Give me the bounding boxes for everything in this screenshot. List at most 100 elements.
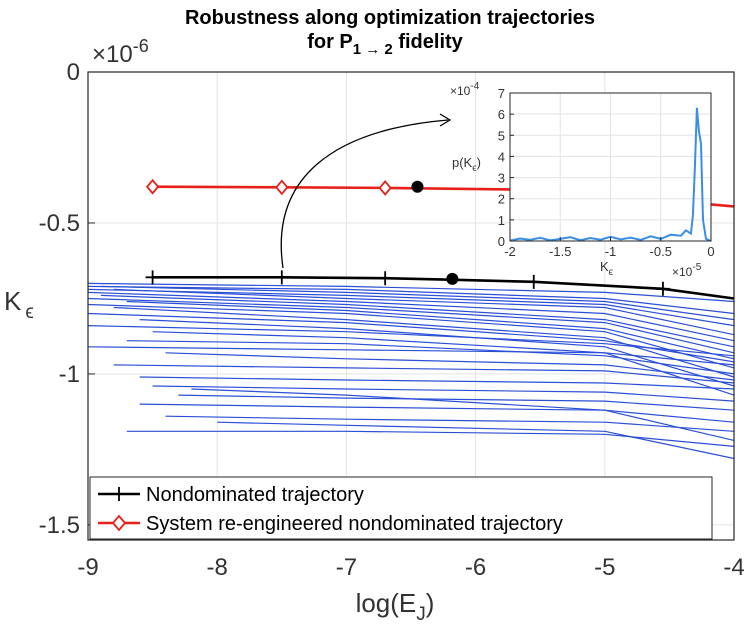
- inset-y-multiplier: ×10-4: [450, 81, 480, 98]
- plot-frame: [87, 71, 735, 541]
- blue-trajectory-25: [191, 388, 735, 441]
- blue-trajectory-18: [113, 364, 735, 384]
- series-1-marker-0: [145, 178, 160, 195]
- inset-x-multiplier-base: ×10: [672, 265, 693, 279]
- ytick-label-0: 0: [67, 59, 80, 86]
- inset-ticks: -2 -1.5 -1 -0.5 0 0 1 2 3 4 5 6 7: [498, 86, 715, 259]
- legend-marker-plus: [112, 487, 126, 501]
- chart-title-suffix: fidelity: [393, 31, 464, 53]
- blue-trajectory-11: [87, 312, 735, 363]
- blue-trajectory-24: [126, 430, 735, 447]
- highlight-point-0: [411, 180, 424, 193]
- chart-title-line2: for P1 → 2 fidelity: [307, 31, 463, 58]
- inset-ytick-label-6: 6: [498, 107, 505, 122]
- legend-entry-reengineered: System re-engineered nondominated trajec…: [98, 513, 563, 535]
- main-ticks: -9 -8 -7 -6 -5 -4 0 -0.5 -1 -1.5: [39, 59, 745, 581]
- xtick-label-4: -5: [594, 554, 615, 581]
- x-axis-label-sub: J: [416, 604, 426, 625]
- inset-ytick-label-0: 0: [498, 234, 505, 249]
- x-axis-label-close: ): [426, 588, 435, 618]
- ytick-label-3: -1.5: [39, 512, 80, 539]
- blue-trajectory-5: [87, 291, 735, 342]
- xtick-label-0: -9: [77, 554, 98, 581]
- inset-y-label: p(Kϵ): [452, 155, 481, 174]
- inset-y-label-base: p(K: [452, 155, 473, 170]
- ytick-label-2: -1: [59, 361, 80, 388]
- blue-trajectory-1: [87, 285, 735, 315]
- ytick-label-1: -0.5: [39, 210, 80, 237]
- xtick-label-5: -4: [723, 554, 744, 581]
- inset-ytick-label-1: 1: [498, 213, 505, 228]
- series-1-marker-2: [378, 180, 392, 196]
- inset-callout-arrow: [280, 113, 452, 269]
- blue-trajectory-22: [139, 403, 735, 423]
- arrow-head: [439, 113, 452, 127]
- y-axis-label-base: K: [4, 286, 22, 316]
- x-axis-label-base: log(E: [356, 588, 417, 618]
- inset-x-label: Kϵ: [600, 259, 614, 278]
- blue-trajectory-23: [165, 415, 735, 432]
- series-0-marker-0: [145, 270, 160, 285]
- blue-trajectories: [87, 282, 735, 460]
- xtick-label-2: -7: [336, 554, 357, 581]
- legend-entry-nondominated: Nondominated trajectory: [98, 484, 364, 506]
- series-0-marker-3: [526, 274, 541, 289]
- legend-box: [89, 476, 713, 540]
- series-0-marker-4: [655, 281, 670, 296]
- inset-y-multiplier-base: ×10: [450, 84, 471, 98]
- inset-xtick-label-0: -2: [504, 244, 516, 259]
- inset-ytick-label-4: 4: [498, 149, 505, 164]
- inset-y-multiplier-exp: -4: [470, 81, 479, 92]
- series-0-marker-1: [274, 270, 289, 285]
- blue-trajectory-10: [113, 306, 735, 378]
- blue-trajectory-26: [217, 421, 735, 460]
- xtick-label-1: -8: [207, 554, 228, 581]
- inset-series-line-0: [509, 107, 712, 242]
- blue-trajectory-13: [87, 325, 735, 357]
- blue-trajectory-0: [87, 282, 735, 303]
- highlight-point-1: [446, 272, 459, 285]
- blue-trajectory-3: [87, 288, 735, 327]
- inset-xtick-label-2: -1: [605, 244, 617, 259]
- legend: Nondominated trajectory System re-engine…: [89, 476, 713, 540]
- chart-title-line1: Robustness along optimization trajectori…: [185, 7, 595, 29]
- inset-y-label-sub: ϵ: [472, 163, 477, 174]
- legend-label-nondominated: Nondominated trajectory: [146, 484, 364, 506]
- inset-y-label-close: ): [477, 155, 481, 170]
- blue-trajectory-14: [152, 331, 735, 396]
- inset-xtick-label-3: -0.5: [650, 244, 672, 259]
- x-axis-label: log(EJ): [356, 588, 435, 625]
- inset-x-label-sub: ϵ: [609, 267, 614, 278]
- chart-title-subscript: 1 → 2: [353, 41, 393, 58]
- legend-label-reengineered: System re-engineered nondominated trajec…: [146, 513, 563, 535]
- inset-xtick-label-1: -1.5: [549, 244, 571, 259]
- inset-ytick-label-2: 2: [498, 192, 505, 207]
- blue-trajectory-4: [113, 288, 735, 336]
- inset-x-multiplier-exp: -5: [692, 262, 701, 273]
- y-multiplier-exp: -6: [133, 36, 149, 56]
- y-multiplier-base: ×10: [92, 41, 133, 68]
- legend-marker-diamond: [111, 514, 127, 532]
- y-multiplier: ×10-6: [92, 36, 149, 68]
- xtick-label-3: -6: [465, 554, 486, 581]
- blue-trajectory-16: [126, 340, 735, 375]
- inset-ytick-label-5: 5: [498, 128, 505, 143]
- y-axis-label-sub: ϵ: [25, 302, 33, 323]
- blue-trajectory-2: [100, 285, 735, 321]
- inset-ytick-label-3: 3: [498, 171, 505, 186]
- series-1-marker-1: [275, 179, 289, 196]
- blue-trajectory-15: [87, 346, 735, 366]
- inset-x-multiplier: ×10-5: [672, 262, 702, 279]
- blue-trajectory-21: [178, 394, 735, 411]
- blue-trajectory-19: [139, 376, 735, 390]
- blue-trajectory-17: [165, 352, 735, 381]
- highlight-points: [411, 180, 459, 285]
- series-0-marker-2: [378, 271, 393, 286]
- blue-trajectory-6: [100, 294, 735, 348]
- blue-trajectory-7: [87, 297, 735, 354]
- chart-title-prefix: for P: [307, 31, 353, 53]
- arrow-curve: [280, 119, 449, 269]
